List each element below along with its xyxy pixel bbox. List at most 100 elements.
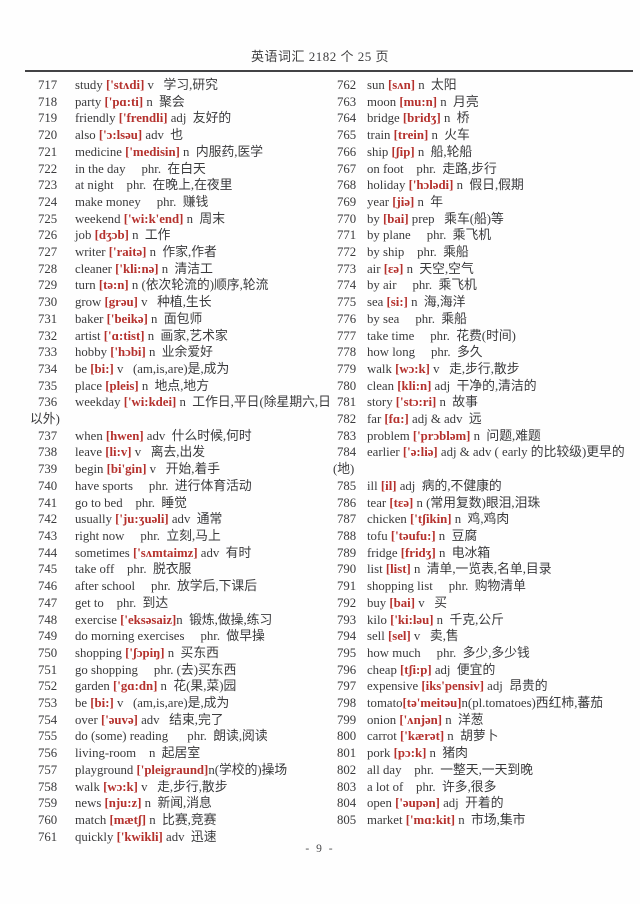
- entry-meaning: n 花(果,菜)园: [157, 679, 237, 694]
- entry-word: expensive: [367, 679, 422, 694]
- vocab-entry: 801 pork [pɔ:k] n 猪肉: [333, 745, 636, 762]
- vocab-entry: 758 walk [wɔ:k] v 走,步行,散步: [30, 779, 335, 796]
- entry-word: list: [367, 562, 386, 577]
- entry-word: go to bed: [75, 495, 123, 510]
- entry-number: 748: [38, 612, 58, 627]
- entry-word: take time: [367, 328, 415, 343]
- entry-number: 795: [337, 645, 357, 660]
- vocab-entry: 745 take off phr. 脱衣服: [30, 561, 335, 578]
- vocab-entry: 746 after school phr. 放学后,下课后: [30, 578, 335, 595]
- entry-word: garden: [75, 679, 114, 694]
- entry-phonetic: ['pleigraund]: [136, 762, 209, 777]
- entry-meaning: n 市场,集市: [455, 812, 526, 827]
- entry-number: 737: [38, 428, 58, 443]
- entry-number: 751: [38, 662, 58, 677]
- entry-meaning: adv 什么时候,何时: [143, 428, 252, 443]
- entry-meaning: v 离去,出发: [131, 445, 206, 460]
- entry-number: 756: [38, 746, 58, 761]
- entry-meaning: n (依次轮流的)顺序,轮流: [128, 278, 269, 293]
- entry-number: 753: [38, 696, 58, 711]
- entry-meaning: n 地点,地方: [138, 378, 210, 393]
- entry-number: 805: [337, 812, 357, 827]
- vocab-entry: 762 sun [sʌn] n 太阳: [333, 77, 636, 94]
- entry-meaning: phr. 赚钱: [140, 194, 209, 209]
- entry-number: 791: [337, 579, 357, 594]
- entry-phonetic: ['frendli]: [118, 111, 168, 126]
- entry-phonetic: [mætʃ]: [109, 812, 147, 827]
- vocab-entry: 785 ill [il] adj 病的,不健康的: [333, 478, 636, 495]
- entry-number: 744: [38, 545, 58, 560]
- vocab-entry: 755 do (some) reading phr. 朗读,阅读: [30, 728, 335, 745]
- vocab-entry: 802 all day phr. 一整天,一天到晚: [333, 762, 636, 779]
- entry-number: 754: [38, 712, 58, 727]
- entry-number: 780: [337, 378, 357, 393]
- entry-meaning: n 工作: [128, 228, 171, 243]
- entry-number: 773: [337, 261, 357, 276]
- vocab-entry: 776 by sea phr. 乘船: [333, 311, 636, 328]
- entry-meaning: phr. 睡觉: [122, 495, 187, 510]
- entry-number: 793: [337, 612, 357, 627]
- entry-word: friendly: [75, 111, 119, 126]
- vocab-entry: 724 make money phr. 赚钱: [30, 194, 335, 211]
- entry-meaning: n 电冰箱: [435, 545, 491, 560]
- entry-word: in the day: [75, 161, 126, 176]
- entry-meaning: phr. 乘船: [404, 245, 469, 260]
- entry-phonetic: ['raitə]: [108, 245, 147, 260]
- entry-meaning: n 海,海洋: [407, 295, 466, 310]
- entry-number: 720: [38, 128, 58, 143]
- vocab-entry: 718 party ['pɑ:ti] n 聚会: [30, 94, 335, 111]
- entry-phonetic: [wɔ:k]: [395, 361, 430, 376]
- vocab-entry: 720 also ['ɔ:lsəu] adv 也: [30, 127, 335, 144]
- entry-meaning: n 故事: [436, 395, 478, 410]
- entry-phonetic: [iks'pensiv]: [421, 679, 484, 694]
- entry-number: 802: [337, 762, 357, 777]
- entry-phonetic: [pleis]: [105, 378, 139, 393]
- entry-number: 774: [337, 278, 357, 293]
- entry-word: make money: [75, 194, 141, 209]
- entry-word: by sea: [367, 311, 400, 326]
- entry-phonetic: ['tʃikin]: [410, 512, 452, 527]
- vocab-entry: 799 onion ['ʌnjən] n 洋葱: [333, 712, 636, 729]
- entry-number: 781: [337, 395, 357, 410]
- entry-word: when: [75, 428, 106, 443]
- entry-number: 746: [38, 579, 58, 594]
- vocab-entry: 740 have sports phr. 进行体育活动: [30, 478, 335, 495]
- vocab-entry: 744 sometimes ['sʌmtaimz] adv 有时: [30, 545, 335, 562]
- entry-word: quickly: [75, 829, 117, 844]
- entry-number: 738: [38, 445, 58, 460]
- entry-meaning: n 聚会: [143, 94, 185, 109]
- entry-meaning: phr. 朗读,阅读: [168, 729, 268, 744]
- entry-number: 759: [38, 796, 58, 811]
- entry-phonetic: ['ʌnjən]: [399, 712, 443, 727]
- entry-meaning: phr. 乘飞机: [396, 278, 477, 293]
- entry-word: on foot: [367, 161, 404, 176]
- entry-meaning: phr. 购物清单: [432, 579, 526, 594]
- entry-word: all day: [367, 762, 402, 777]
- entry-word: go shopping: [75, 662, 138, 677]
- entry-word: at night: [75, 178, 114, 193]
- entry-meaning: n 豆腐: [435, 528, 478, 543]
- vocab-entry: 728 cleaner ['kli:nə] n 清洁工: [30, 261, 335, 278]
- entry-word: sun: [367, 78, 388, 92]
- vocab-entry: 737 when [hwen] adv 什么时候,何时: [30, 428, 335, 445]
- entry-number: 764: [337, 111, 357, 126]
- entry-phonetic: [list]: [385, 562, 411, 577]
- entry-number: 803: [337, 779, 357, 794]
- vocab-entry: 725 weekend ['wi:k'end] n 周末: [30, 211, 335, 228]
- entry-phonetic: ['kli:nə]: [115, 261, 159, 276]
- entry-number: 777: [337, 328, 357, 343]
- entry-phonetic: [sel]: [387, 629, 411, 644]
- entry-phonetic: [bai]: [389, 595, 416, 610]
- entry-meaning: n 胡萝卜: [444, 729, 499, 744]
- entry-number: 723: [38, 178, 58, 193]
- entry-number: 742: [38, 512, 58, 527]
- entry-phonetic: ['wi:k'end]: [123, 211, 184, 226]
- entry-meaning: n 比赛,竞赛: [146, 812, 217, 827]
- entry-number: 784: [337, 445, 357, 460]
- entry-word: do (some) reading: [75, 729, 169, 744]
- entry-phonetic: ['gɑ:dn]: [113, 679, 158, 694]
- entry-phonetic: [bi:]: [90, 361, 114, 376]
- entry-number: 800: [337, 729, 357, 744]
- entry-number: 735: [38, 378, 58, 393]
- entry-meaning: n 内服药,医学: [179, 144, 264, 159]
